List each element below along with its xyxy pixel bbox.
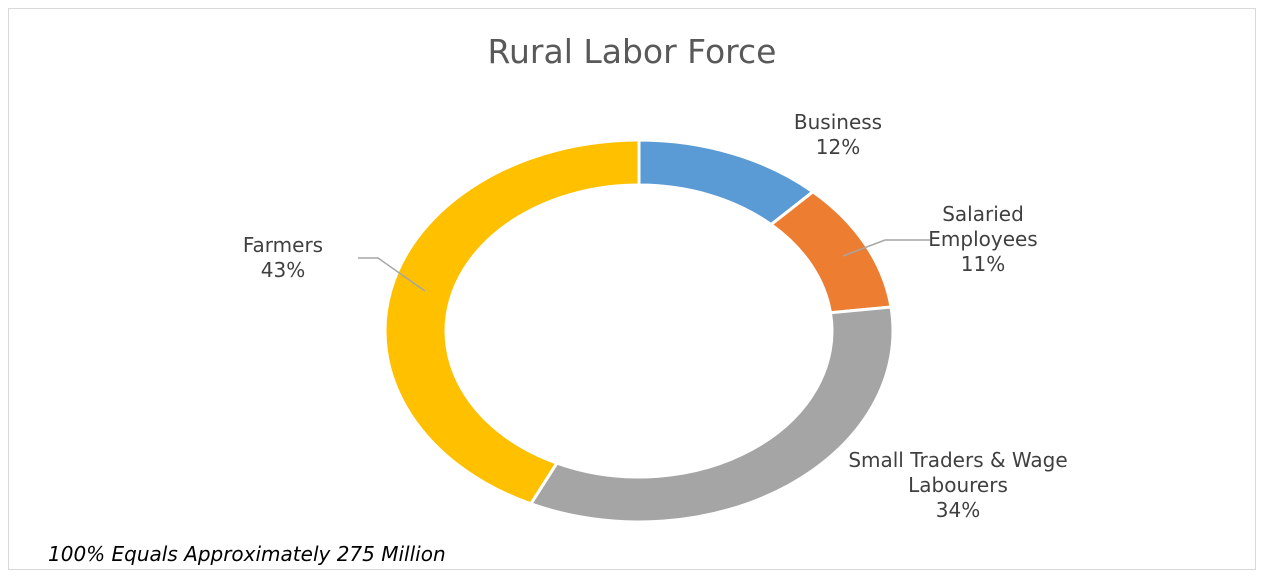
value-label: 11% [960, 252, 1006, 276]
category-label: Farmers [242, 233, 324, 257]
donut-segment [383, 138, 641, 506]
value-label: 12% [815, 135, 861, 159]
value-label: 34% [935, 498, 981, 522]
data-label: Small Traders & Wage Labourers 34% [848, 448, 1068, 523]
value-label: 43% [260, 258, 306, 282]
footnote: 100% Equals Approximately 275 Million [48, 542, 446, 566]
chart-frame [8, 8, 1256, 570]
leader-line [358, 257, 426, 292]
category-label: Salaried Employees [928, 202, 1038, 251]
data-label: Business 12% [758, 110, 918, 160]
donut-segment [528, 305, 895, 524]
category-label: Business [793, 110, 883, 134]
leader-line [842, 239, 930, 257]
donut-segment [768, 189, 893, 315]
category-label: Small Traders & Wage Labourers [848, 448, 1068, 497]
data-label: Salaried Employees 11% [918, 202, 1048, 277]
chart-title: Rural Labor Force [487, 32, 777, 71]
data-label: Farmers 43% [223, 233, 343, 283]
